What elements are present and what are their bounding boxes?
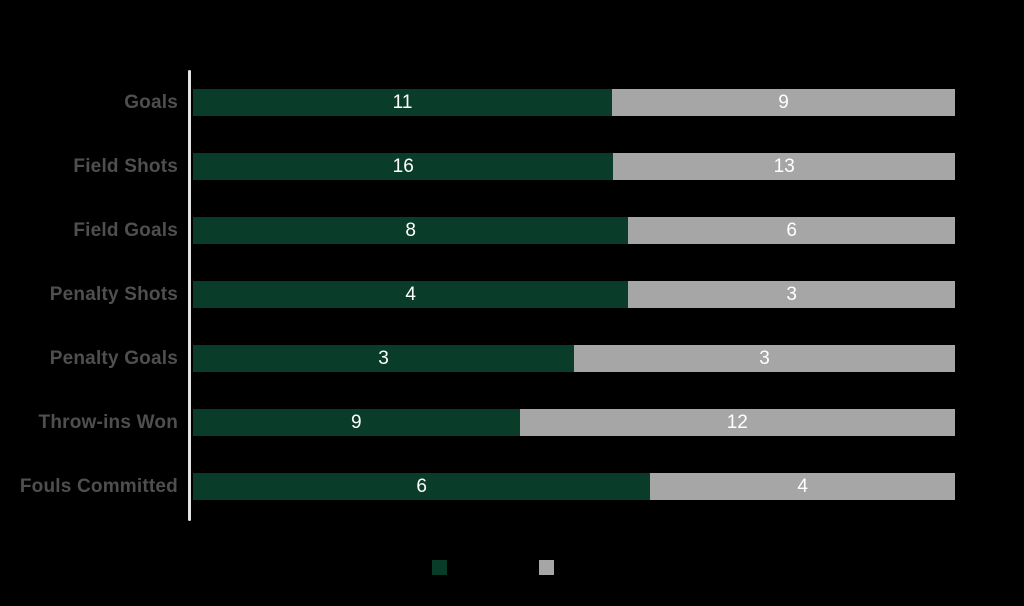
bar-value-label: 3	[786, 283, 797, 305]
chart-row: Throw-ins Won 9 12	[0, 396, 1024, 460]
bar-value-label: 9	[351, 411, 362, 433]
category-label: Goals	[124, 91, 178, 113]
bar-value-label: 11	[392, 91, 413, 113]
bar-value-label: 3	[378, 347, 389, 369]
bar-value-label: 3	[759, 347, 770, 369]
chart-row: Penalty Shots 4 3	[0, 268, 1024, 332]
category-label: Penalty Shots	[49, 283, 178, 305]
gray-bar-segment: 3	[628, 281, 955, 308]
green-bar-segment: 9	[193, 409, 520, 436]
chart-row: Goals 11 9	[0, 76, 1024, 140]
category-label: Throw-ins Won	[38, 411, 178, 433]
gray-bar-segment: 6	[628, 217, 955, 244]
bar-value-label: 4	[405, 283, 416, 305]
bar-value-label: 6	[416, 475, 427, 497]
bar-value-label: 12	[726, 411, 748, 433]
chart-row: Field Shots 16 13	[0, 140, 1024, 204]
green-bar-segment: 16	[193, 153, 614, 180]
gray-bar-segment: 9	[612, 89, 955, 116]
bar-value-label: 4	[797, 475, 808, 497]
bar-value-label: 8	[405, 219, 416, 241]
green-bar-segment: 4	[193, 281, 629, 308]
green-bar-segment: 3	[193, 345, 574, 372]
category-label: Field Shots	[73, 155, 178, 177]
gray-bar-segment: 13	[613, 153, 955, 180]
bar-track: 11 9	[193, 89, 955, 116]
legend-swatch-green	[432, 560, 447, 575]
legend-swatch-gray	[539, 560, 554, 575]
bar-track: 16 13	[193, 153, 955, 180]
category-label: Fouls Committed	[19, 475, 178, 497]
category-label: Penalty Goals	[49, 347, 178, 369]
chart-row: Field Goals 8 6	[0, 204, 1024, 268]
chart-row: Penalty Goals 3 3	[0, 332, 1024, 396]
green-bar-segment: 11	[193, 89, 613, 116]
category-label: Field Goals	[73, 219, 178, 241]
y-axis-line	[188, 70, 191, 521]
bar-value-label: 9	[778, 91, 789, 113]
bar-value-label: 6	[786, 219, 797, 241]
green-bar-segment: 6	[193, 473, 651, 500]
bar-value-label: 16	[392, 155, 414, 177]
gray-bar-segment: 12	[519, 409, 955, 436]
chart-row: Fouls Committed 6 4	[0, 460, 1024, 524]
gray-bar-segment: 3	[574, 345, 955, 372]
bar-track: 9 12	[193, 409, 955, 436]
chart-rows: Goals 11 9 Field Shots 16 13 Field Goals 8 6 Pena…	[0, 76, 1024, 524]
green-bar-segment: 8	[193, 217, 629, 244]
bar-value-label: 13	[773, 155, 795, 177]
gray-bar-segment: 4	[650, 473, 955, 500]
chart-legend	[0, 558, 1024, 578]
